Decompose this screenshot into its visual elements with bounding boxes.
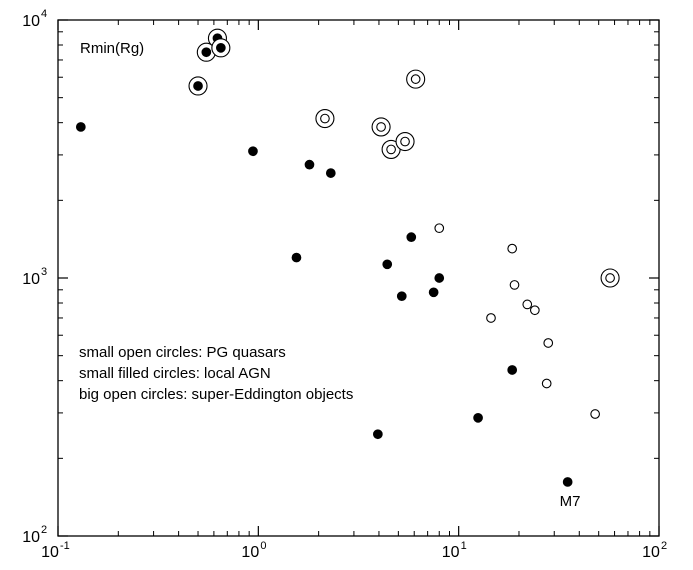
local-agn-point: [382, 259, 393, 270]
pg-quasar-point: [376, 122, 386, 132]
x-tick-label: 10: [41, 544, 59, 561]
local-agn-point: [75, 122, 86, 132]
local-agn-point: [216, 42, 226, 53]
local-agn-point: [406, 232, 417, 242]
local-agn-point: [304, 159, 315, 170]
pg-quasar-point: [529, 305, 540, 316]
x-tick-label: 10: [241, 544, 259, 561]
pg-quasar-point: [434, 223, 445, 234]
x-tick-label: 10: [642, 544, 660, 561]
legend-line-3: big open circles: super-Eddington object…: [79, 386, 353, 403]
x-tick-label: 10: [442, 544, 460, 561]
y-tick-exponent: 4: [41, 8, 47, 20]
pg-quasar-point: [522, 299, 533, 310]
y-tick-label: 10: [22, 271, 40, 288]
y-tick-exponent: 2: [41, 524, 47, 536]
x-tick-exponent: 0: [260, 540, 266, 552]
pg-quasar-point: [590, 409, 600, 419]
pg-quasar-point: [509, 280, 520, 290]
ticks-layer: 10 -1 10 0 10 1 10 210 210 310 4: [22, 8, 667, 561]
local-agn-point: [248, 146, 258, 157]
local-agn-point: [373, 429, 383, 440]
labels-layer: Rmin(Rg) small open circles: PG quasars …: [79, 40, 581, 510]
pg-quasar-point: [605, 273, 615, 283]
pg-quasar-point: [507, 243, 518, 254]
pg-quasar-point: [386, 144, 396, 155]
y-axis-label: Rmin(Rg): [80, 40, 144, 57]
pg-quasar-point: [486, 313, 496, 323]
local-agn-point: [396, 291, 407, 302]
plot-frame: [57, 19, 660, 537]
points-layer: [75, 28, 620, 487]
pg-quasar-point: [543, 338, 554, 348]
legend-line-2: small filled circles: local AGN: [79, 365, 271, 382]
local-agn-point: [507, 365, 518, 375]
y-tick-label: 10: [22, 13, 40, 30]
local-agn-point: [473, 413, 483, 423]
pg-quasar-point: [320, 113, 330, 124]
pg-quasar-point: [400, 136, 410, 147]
local-agn-point: [325, 168, 336, 178]
y-tick-label: 10: [22, 529, 40, 546]
local-agn-point: [428, 287, 439, 298]
pg-quasar-point: [541, 378, 552, 389]
x-tick-exponent: 2: [661, 540, 667, 552]
local-agn-point: [562, 477, 573, 487]
annotation-m7: M7: [560, 493, 581, 510]
local-agn-point: [434, 273, 445, 283]
x-tick-exponent: -1: [60, 540, 70, 552]
x-tick-exponent: 1: [461, 540, 467, 552]
local-agn-point: [193, 81, 203, 91]
pg-quasar-point: [410, 74, 421, 84]
local-agn-point: [201, 47, 212, 58]
local-agn-point: [291, 252, 302, 263]
y-tick-exponent: 3: [41, 266, 47, 278]
legend-line-1: small open circles: PG quasars: [79, 344, 286, 361]
